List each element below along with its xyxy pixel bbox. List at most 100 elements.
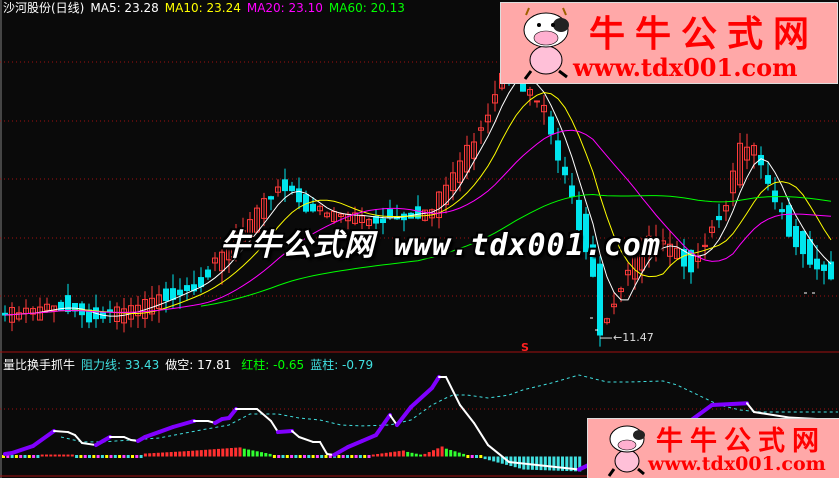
watermark-text: 牛牛公式网 www.tdx001.com	[220, 228, 661, 263]
histogram-bar	[186, 451, 190, 457]
cow-mascot-icon	[607, 425, 645, 477]
histogram-bar	[470, 455, 474, 458]
histogram-bar	[444, 448, 448, 457]
histogram-bar	[66, 454, 70, 457]
candle-up	[51, 305, 57, 312]
candle-up	[611, 303, 617, 308]
histogram-bar	[27, 455, 31, 458]
candle-up	[37, 306, 43, 321]
candle-down	[555, 140, 561, 161]
indicator-main-segment	[487, 444, 510, 463]
histogram-bar	[457, 452, 461, 457]
low-price-value: 11.47	[622, 331, 654, 344]
histogram-bar	[346, 455, 349, 458]
logo-name: 牛牛公式网	[656, 426, 826, 457]
histogram-bar	[212, 449, 216, 457]
candle-down	[779, 209, 785, 213]
histogram-bar	[182, 451, 186, 457]
histogram-bar	[303, 455, 306, 458]
histogram-bar	[217, 448, 220, 457]
logo-url: www.tdx001.com	[648, 453, 826, 475]
cow-mascot-icon	[523, 7, 569, 80]
histogram-bar	[561, 456, 564, 471]
histogram-bar	[57, 454, 61, 457]
candle-up	[625, 269, 631, 276]
histogram-bar	[83, 455, 87, 458]
histogram-bar	[419, 454, 423, 457]
ma20-line	[4, 129, 832, 316]
candle-up	[366, 219, 372, 227]
candle-down	[170, 288, 176, 300]
histogram-bar	[251, 450, 255, 457]
histogram-bar	[272, 455, 276, 458]
indicator-header: 量比换手抓牛 阻力线: 33.43 做空: 17.81 红柱: -0.65 蓝柱: -…	[3, 357, 379, 373]
histogram-bar	[393, 451, 397, 457]
histogram-bar	[401, 450, 405, 457]
indicator-main-segment	[291, 430, 300, 438]
candle-up	[702, 244, 708, 247]
arrow-left-icon: ←	[613, 331, 623, 344]
histogram-bar	[96, 455, 100, 458]
indicator-main-segment	[445, 375, 461, 407]
candle-down	[590, 244, 596, 277]
candle-up	[338, 213, 344, 217]
histogram-bar	[165, 452, 169, 457]
logo-watermark-bottom: 牛牛公式网 www.tdx001.com	[587, 418, 839, 478]
price-header: 沙河股份(日线) MA5: 23.28 MA10: 23.24 MA20: 23.10…	[3, 0, 411, 16]
histogram-bar	[191, 450, 195, 457]
candle-up	[478, 127, 484, 131]
histogram-bar	[406, 451, 410, 457]
candle-down	[814, 258, 820, 270]
candle-down	[765, 175, 771, 184]
indicator-main-segment	[508, 460, 580, 471]
candle-down	[800, 231, 806, 255]
indicator-main-segment	[270, 420, 279, 434]
histogram-bar	[281, 455, 285, 458]
histogram-bar	[118, 455, 122, 458]
histogram-bar	[113, 455, 117, 458]
stock-title: 沙河股份(日线)	[3, 1, 85, 15]
candle-down	[548, 116, 554, 135]
histogram-bar	[32, 455, 36, 458]
indicator-main-segment	[171, 419, 196, 429]
candle-down	[198, 277, 204, 288]
histogram-bar	[139, 455, 143, 458]
indicator-main-segment	[227, 407, 238, 421]
histogram-bar	[578, 456, 582, 472]
histogram-bar	[324, 455, 328, 458]
logo-name: 牛牛公式网	[589, 13, 820, 55]
indicator-main-segment	[409, 385, 434, 409]
candle-up	[534, 100, 540, 103]
candle-down	[268, 196, 274, 200]
annotation-marks	[590, 292, 815, 339]
candle-up	[653, 237, 659, 249]
candle-down	[282, 179, 288, 192]
candle-up	[674, 247, 680, 260]
candle-down	[562, 166, 568, 176]
histogram-bar	[337, 455, 341, 458]
histogram-bar	[6, 455, 10, 458]
histogram-bar	[178, 451, 182, 457]
indicator-main-segment	[31, 429, 56, 448]
candle-down	[310, 203, 316, 212]
histogram-bar	[234, 447, 238, 457]
candle-up	[709, 226, 715, 233]
candle-up	[212, 257, 218, 264]
candle-up	[527, 88, 533, 96]
histogram-bar	[573, 456, 577, 472]
histogram-bar	[354, 455, 358, 458]
blue-bar-value: 蓝柱: -0.79	[310, 358, 374, 372]
candle-down	[177, 289, 183, 296]
candle-down	[163, 288, 169, 302]
red-bar-value: 红柱: -0.65	[241, 358, 305, 372]
histogram-bar	[45, 454, 48, 457]
indicator-main-segment	[298, 436, 314, 443]
candle-down	[786, 205, 792, 237]
candle-down	[380, 218, 386, 224]
histogram-bar	[53, 454, 57, 457]
candle-up	[226, 247, 232, 261]
histogram-bar	[255, 451, 259, 457]
histogram-bar	[440, 446, 444, 457]
sell-signal-marker: S	[521, 341, 529, 354]
